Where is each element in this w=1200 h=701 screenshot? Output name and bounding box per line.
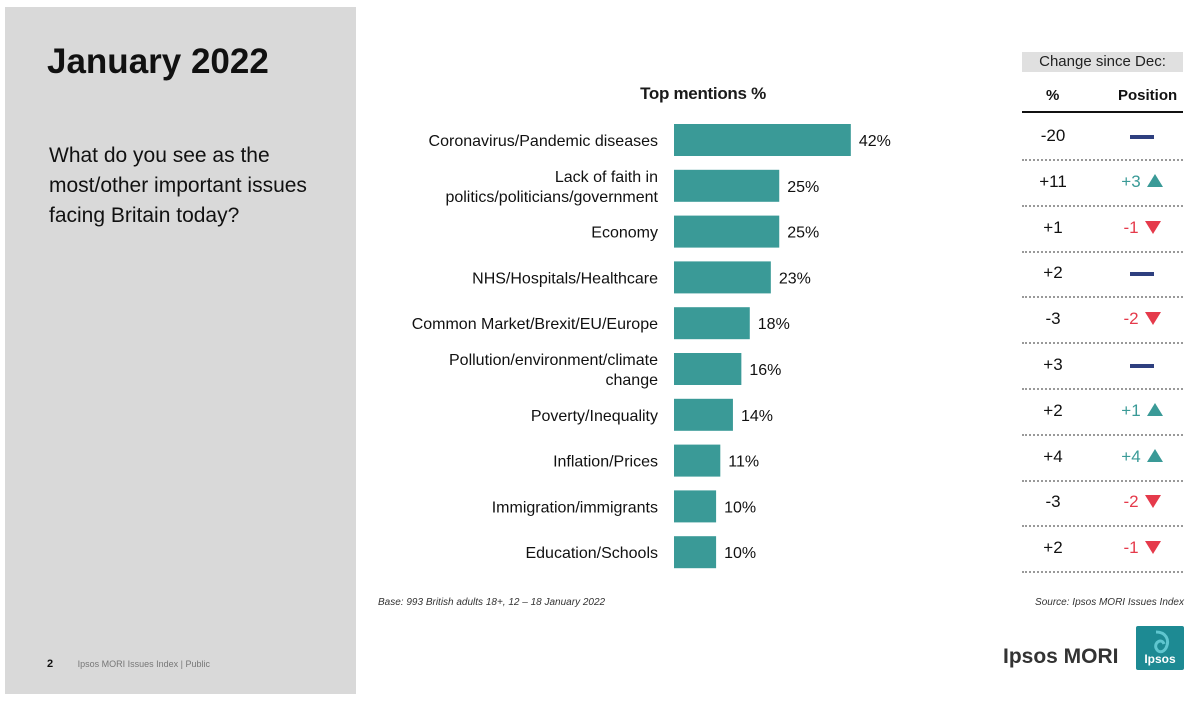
bar-3 xyxy=(674,215,780,248)
pct-change: +4 xyxy=(1043,446,1063,466)
ipsos-logo-icon: Ipsos xyxy=(1136,626,1184,670)
change-row: +2 xyxy=(1022,250,1183,299)
change-row: -3 -2 xyxy=(1022,296,1183,345)
position-change: -1 xyxy=(1102,205,1182,251)
bar-5 xyxy=(674,307,750,340)
change-row: +2 +1 xyxy=(1022,388,1183,436)
bar-9 xyxy=(674,490,717,523)
category-label: Immigration/immigrants xyxy=(492,499,658,516)
value-label: 11% xyxy=(728,454,759,471)
pct-change: +1 xyxy=(1043,217,1063,237)
value-label: 42% xyxy=(859,133,891,150)
category-label: Lack of faith in politics/politicians/gov… xyxy=(445,169,658,206)
header-divider xyxy=(1022,111,1183,113)
change-row: +1 -1 xyxy=(1022,205,1183,253)
change-row: -20 xyxy=(1022,113,1183,161)
footer-text: Ipsos MORI Issues Index | Public xyxy=(77,659,211,669)
position-change: +1 xyxy=(1102,388,1182,434)
pct-change: -3 xyxy=(1045,309,1061,329)
position-change: +3 xyxy=(1102,159,1182,205)
left-panel xyxy=(5,7,356,694)
arrow-down-icon xyxy=(1144,495,1161,509)
change-row: -3 -2 xyxy=(1022,479,1183,528)
value-label: 18% xyxy=(758,316,790,333)
no-change-dash-icon xyxy=(1130,134,1154,139)
bar-chart: 42% Coronavirus/Pandemic diseases 25% Lack … xyxy=(412,124,891,569)
category-label: Coronavirus/Pandemic diseases xyxy=(429,133,658,150)
arrow-up-icon xyxy=(1146,448,1163,462)
bar-7 xyxy=(674,398,733,431)
base-note: Base: 993 British adults 18+, 12 – 18 Ja… xyxy=(378,597,606,608)
value-label: 10% xyxy=(724,499,756,516)
change-row: +4 +4 xyxy=(1022,434,1183,482)
ipsos-mori-logo-text: Ipsos MORI xyxy=(1003,645,1119,668)
category-label: NHS/Hospitals/Healthcare xyxy=(472,270,658,287)
category-label: Economy xyxy=(591,225,658,242)
change-row: +3 xyxy=(1022,342,1183,390)
bar-10 xyxy=(674,536,717,569)
pct-change: +2 xyxy=(1043,400,1063,420)
pct-change: -20 xyxy=(1040,126,1066,145)
pct-change: -3 xyxy=(1045,492,1061,512)
change-row: +2 -1 xyxy=(1022,525,1183,574)
category-label: Poverty/Inequality xyxy=(531,408,658,425)
value-label: 10% xyxy=(724,545,756,562)
pct-change: +2 xyxy=(1043,263,1063,283)
position-change xyxy=(1102,113,1182,159)
category-label: Inflation/Prices xyxy=(553,454,658,471)
change-position-header: Position xyxy=(1118,87,1178,104)
position-value: -2 xyxy=(1123,492,1139,512)
change-header: Change since Dec: xyxy=(1022,52,1183,72)
arrow-down-icon xyxy=(1144,220,1161,234)
position-change: -2 xyxy=(1102,479,1182,525)
arrow-up-icon xyxy=(1146,173,1163,187)
change-pct-header: % xyxy=(1046,87,1060,104)
value-label: 14% xyxy=(741,408,773,425)
bar-4 xyxy=(674,261,771,294)
arrow-up-icon xyxy=(1146,402,1163,416)
bar-1 xyxy=(674,124,851,156)
position-change: +4 xyxy=(1102,434,1182,480)
position-change xyxy=(1102,250,1182,296)
category-label: Education/Schools xyxy=(525,545,658,562)
pct-change: +11 xyxy=(1039,171,1067,191)
position-change: -1 xyxy=(1102,525,1182,571)
bar-8 xyxy=(674,444,721,477)
page-number: 2 xyxy=(47,658,54,670)
no-change-dash-icon xyxy=(1130,271,1154,276)
chart-title: Top mentions % xyxy=(640,84,766,103)
category-label: Common Market/Brexit/EU/Europe xyxy=(412,316,658,333)
value-label: 25% xyxy=(787,179,819,196)
slide-title: January 2022 xyxy=(47,42,269,81)
survey-question: What do you see as the most/other import… xyxy=(49,144,307,227)
bar-6 xyxy=(674,353,742,385)
pct-change: +3 xyxy=(1043,355,1063,374)
value-label: 25% xyxy=(787,225,819,242)
position-value: +3 xyxy=(1121,171,1141,191)
value-label: 23% xyxy=(779,270,811,287)
position-value: -1 xyxy=(1123,217,1139,237)
position-change: -2 xyxy=(1102,296,1182,342)
arrow-down-icon xyxy=(1144,541,1161,555)
no-change-dash-icon xyxy=(1130,363,1154,368)
position-change xyxy=(1102,342,1182,388)
change-row: +11 +3 xyxy=(1022,159,1183,207)
bar-2 xyxy=(674,169,780,202)
footer: 2 Ipsos MORI Issues Index | Public xyxy=(47,658,210,670)
pct-change: +2 xyxy=(1043,538,1063,558)
source-note: Source: Ipsos MORI Issues Index xyxy=(1035,597,1184,608)
category-label: Pollution/environment/climate change xyxy=(449,352,658,389)
logo-badge-text: Ipsos xyxy=(1144,652,1176,666)
position-value: -2 xyxy=(1123,309,1139,329)
position-value: +1 xyxy=(1121,400,1141,420)
value-label: 16% xyxy=(749,362,781,379)
arrow-down-icon xyxy=(1144,312,1161,326)
position-value: -1 xyxy=(1123,538,1139,558)
position-value: +4 xyxy=(1121,446,1141,466)
